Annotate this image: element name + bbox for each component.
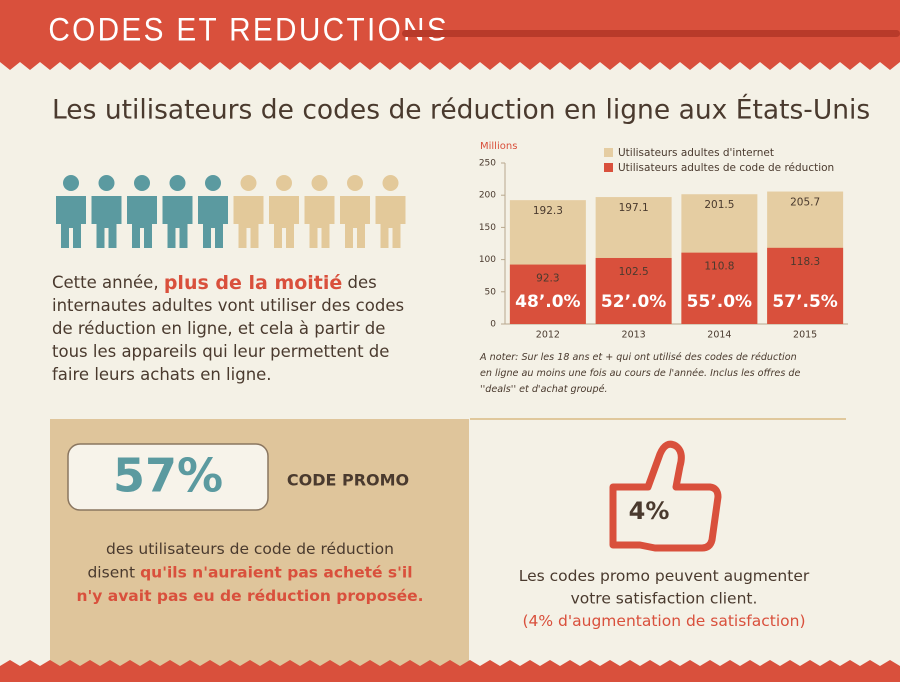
person-head: [347, 175, 363, 191]
note-line: A noter: Sur les 18 ans et + qui ont uti…: [479, 351, 797, 363]
text-line: votre satisfaction client.: [571, 589, 758, 607]
person-head: [63, 175, 79, 191]
text-line: internautes adultes vont utiliser des co…: [52, 296, 404, 315]
value-label: 118.3: [790, 256, 820, 268]
value-label: 205.7: [790, 197, 820, 209]
legend-swatch: [604, 148, 613, 157]
person-head: [169, 175, 186, 191]
person-body: [340, 196, 370, 248]
promo-text: des utilisateurs de code de réduction dis…: [76, 540, 423, 605]
promo-label: CODE PROMO: [287, 471, 409, 490]
text-segment: faire leurs achats en ligne.: [52, 365, 272, 384]
footer-band: [0, 660, 900, 682]
person-head: [134, 175, 150, 191]
y-tick-label: 250: [479, 159, 496, 169]
accent-text: (4% d'augmentation de satisfaction): [522, 612, 805, 630]
text-line: Cette année, plus de la moitié des: [52, 272, 377, 294]
header-title: CODES ET REDUCTIONS: [48, 11, 449, 47]
legend-label: Utilisateurs adultes de code de réductio…: [618, 162, 834, 174]
text-line: faire leurs achats en ligne.: [52, 365, 272, 384]
text-line: disent qu'ils n'auraient pas acheté s'il: [87, 563, 412, 581]
headline: Les utilisateurs de codes de réduction e…: [52, 94, 870, 126]
legend-swatch: [604, 163, 613, 172]
person-body: [91, 196, 122, 248]
text-segment: internautes adultes vont utiliser des co…: [52, 296, 404, 315]
bar: [767, 247, 844, 324]
text-segment: disent: [87, 563, 140, 581]
share-label: 55’.0%: [687, 292, 752, 312]
thumbs-up-icon: [609, 440, 722, 552]
figure-box: [67, 443, 269, 511]
text-segment: des: [342, 273, 376, 292]
y-tick-label: 0: [490, 320, 496, 330]
person-head: [240, 175, 257, 191]
value-label: 102.5: [619, 266, 649, 278]
person-body: [56, 196, 86, 248]
text-segment: votre satisfaction client.: [571, 589, 758, 607]
text-segment: de réduction en ligne, et cela à partir …: [52, 319, 385, 338]
y-tick-label: 200: [479, 191, 496, 201]
y-tick-label: 100: [479, 255, 496, 265]
text-line: de réduction en ligne, et cela à partir …: [52, 319, 385, 338]
text-segment: tous les appareils qui leur permettent d…: [52, 342, 389, 361]
text-line: Les codes promo peuvent augmenter: [519, 567, 810, 585]
bar: [509, 264, 586, 324]
person-body: [127, 196, 157, 248]
person-head: [276, 175, 292, 191]
x-tick-label: 2015: [793, 330, 817, 341]
person-body: [162, 196, 193, 248]
person-head: [98, 175, 115, 191]
share-label: 48’.0%: [515, 292, 580, 312]
people-icons: [56, 175, 406, 248]
note-line: en ligne au moins une fois au cours de l…: [480, 367, 800, 379]
text-line: n'y avait pas eu de réduction proposée.: [76, 587, 423, 605]
person-body: [198, 196, 228, 248]
x-tick-label: 2014: [707, 330, 731, 341]
accent-text: plus de la moitié: [164, 272, 342, 294]
text-segment: Les codes promo peuvent augmenter: [519, 567, 810, 585]
person-head: [205, 175, 221, 191]
legend-label: Utilisateurs adultes d'internet: [618, 147, 774, 159]
x-tick-label: 2012: [536, 330, 560, 341]
bar: [595, 257, 672, 324]
text-segment: des utilisateurs de code de réduction: [106, 540, 394, 558]
x-tick-label: 2013: [622, 330, 646, 341]
person-body: [375, 196, 406, 248]
text-line: des utilisateurs de code de réduction: [106, 540, 394, 558]
value-label: 110.8: [704, 261, 734, 273]
y-axis-label: Millions: [480, 141, 517, 152]
person-body: [304, 196, 335, 248]
y-tick-label: 150: [479, 223, 496, 233]
person-head: [311, 175, 328, 191]
value-label: 201.5: [704, 199, 734, 211]
person-body: [269, 196, 299, 248]
share-label: 52’.0%: [601, 292, 666, 312]
bar: [681, 252, 758, 324]
satisfaction-figure: 4%: [629, 497, 670, 525]
intro-text: Cette année, plus de la moitié des intern…: [52, 272, 404, 384]
chart: Millions 0 50 100 150 200 250 2012 192.3 92.3 48’.…: [479, 141, 848, 395]
text-segment: Cette année,: [52, 273, 164, 292]
value-label: 197.1: [619, 202, 649, 214]
accent-text: n'y avait pas eu de réduction proposée.: [76, 587, 423, 605]
share-label: 57’.5%: [772, 292, 837, 312]
person-body: [233, 196, 264, 248]
y-tick-label: 50: [485, 287, 497, 297]
header-rule: [402, 30, 900, 37]
value-label: 92.3: [536, 273, 559, 285]
text-line: (4% d'augmentation de satisfaction): [522, 612, 805, 630]
accent-text: qu'ils n'auraient pas acheté s'il: [140, 563, 412, 581]
text-line: tous les appareils qui leur permettent d…: [52, 342, 389, 361]
note-line: ''deals'' et d'achat groupé.: [480, 383, 608, 395]
value-label: 192.3: [533, 205, 563, 217]
satisfaction-text: Les codes promo peuvent augmenter votre s…: [519, 567, 810, 630]
person-head: [382, 175, 399, 191]
promo-figure: 57%: [113, 449, 223, 503]
